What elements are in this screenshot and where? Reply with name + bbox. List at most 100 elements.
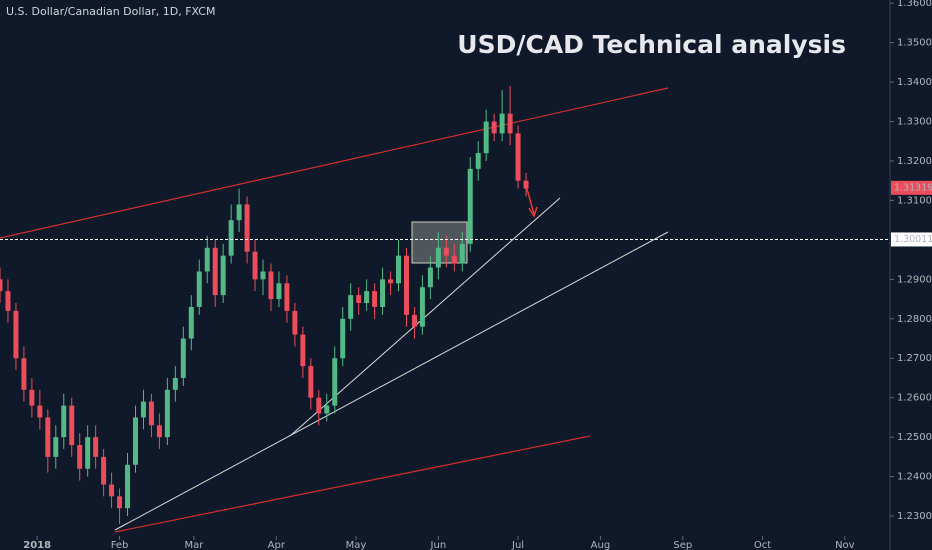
candle-body <box>268 271 274 300</box>
candle-body <box>45 417 51 457</box>
candle-body <box>69 405 75 446</box>
candle-body <box>53 437 59 457</box>
candle-body <box>156 425 162 438</box>
y-tick-label: 1.35000 <box>897 38 932 49</box>
y-tick-label: 1.27000 <box>897 353 932 364</box>
candle-body <box>236 204 242 221</box>
y-tick-label: 1.28000 <box>897 314 932 325</box>
candle-body <box>388 279 394 284</box>
candle-body <box>260 271 266 280</box>
x-tick-label: Oct <box>754 540 771 550</box>
candle-body <box>403 255 409 315</box>
candle-body <box>507 113 513 134</box>
chart-title: USD/CAD Technical analysis <box>457 30 846 59</box>
y-tick-label: 1.33000 <box>897 117 932 128</box>
candle-body <box>451 255 457 264</box>
candle-body <box>380 279 386 307</box>
trend-line <box>114 231 669 531</box>
y-tick-label: 1.24000 <box>897 472 932 483</box>
x-tick-label: Aug <box>591 540 611 550</box>
x-tick-label: Apr <box>268 540 286 550</box>
x-tick-label: Nov <box>835 540 855 550</box>
candle-body <box>180 338 186 378</box>
candle-body <box>419 287 425 327</box>
candle-body <box>459 243 465 264</box>
candles <box>0 86 529 524</box>
candle-body <box>372 291 378 307</box>
price-label-box <box>891 232 932 247</box>
y-tick-label: 1.34000 <box>897 77 932 88</box>
drawings <box>0 87 669 533</box>
x-tick-label: Jun <box>430 540 447 550</box>
candle-body <box>61 405 67 438</box>
candle-body <box>308 366 314 398</box>
x-tick-label: Mar <box>185 540 205 550</box>
x-tick-label: May <box>346 540 367 550</box>
candle-body <box>93 437 99 457</box>
candle-body <box>467 168 473 244</box>
candle-body <box>77 445 83 469</box>
candle-body <box>411 314 417 327</box>
candle-body <box>340 318 346 359</box>
candle-body <box>228 220 234 256</box>
candle-body <box>252 251 258 280</box>
candle-body <box>356 295 362 304</box>
candle-body <box>396 255 402 284</box>
arrow-head <box>528 206 538 218</box>
candle-body <box>491 121 497 134</box>
y-tick-label: 1.31000 <box>897 195 932 206</box>
lower-channel-line <box>114 435 591 533</box>
candle-body <box>188 306 194 339</box>
candle-body <box>292 310 298 335</box>
price-label: 1.30011 <box>894 234 932 245</box>
candle-body <box>13 310 19 359</box>
y-tick-label: 1.29000 <box>897 274 932 285</box>
candle-body <box>316 397 322 414</box>
candle-body <box>475 153 481 169</box>
candle-body <box>515 133 521 181</box>
candle-body <box>443 247 449 256</box>
x-tick-label: 2018 <box>23 540 51 550</box>
candle-body <box>300 334 306 367</box>
candle-body <box>117 496 123 509</box>
candle-body <box>172 377 178 390</box>
candle-body <box>125 464 131 509</box>
upper-channel-line <box>0 87 669 239</box>
candle-body <box>427 267 433 288</box>
candle-body <box>132 417 138 465</box>
x-tick-label: Jul <box>511 540 524 550</box>
symbol-info: U.S. Dollar/Canadian Dollar, 1D, FXCM <box>6 5 215 18</box>
candle-body <box>212 247 218 296</box>
candle-body <box>21 358 27 390</box>
candle-body <box>499 113 505 134</box>
candle-body <box>483 121 489 154</box>
price-label: 1.31319 <box>894 182 932 193</box>
candle-body <box>85 437 91 469</box>
candle-body <box>109 484 115 497</box>
candle-body <box>324 405 330 414</box>
x-tick-label: Feb <box>111 540 129 550</box>
candle-body <box>140 401 146 418</box>
candle-body <box>276 283 282 300</box>
candle-body <box>204 247 210 272</box>
candle-body <box>196 271 202 307</box>
candle-body <box>435 247 441 268</box>
y-tick-label: 1.36000 <box>897 0 932 9</box>
y-tick-label: 1.25000 <box>897 432 932 443</box>
candle-body <box>284 283 290 311</box>
candle-body <box>37 405 43 418</box>
y-tick-label: 1.32000 <box>897 156 932 167</box>
candle-body <box>164 389 170 438</box>
price-label-box <box>891 180 932 195</box>
candle-body <box>244 204 250 252</box>
candle-body <box>220 255 226 296</box>
candle-body <box>332 358 338 406</box>
candle-body <box>348 295 354 319</box>
y-tick-label: 1.23000 <box>897 511 932 522</box>
candle-body <box>0 279 3 292</box>
candle-body <box>364 291 370 304</box>
candle-body <box>29 389 35 406</box>
y-tick-label: 1.26000 <box>897 393 932 404</box>
